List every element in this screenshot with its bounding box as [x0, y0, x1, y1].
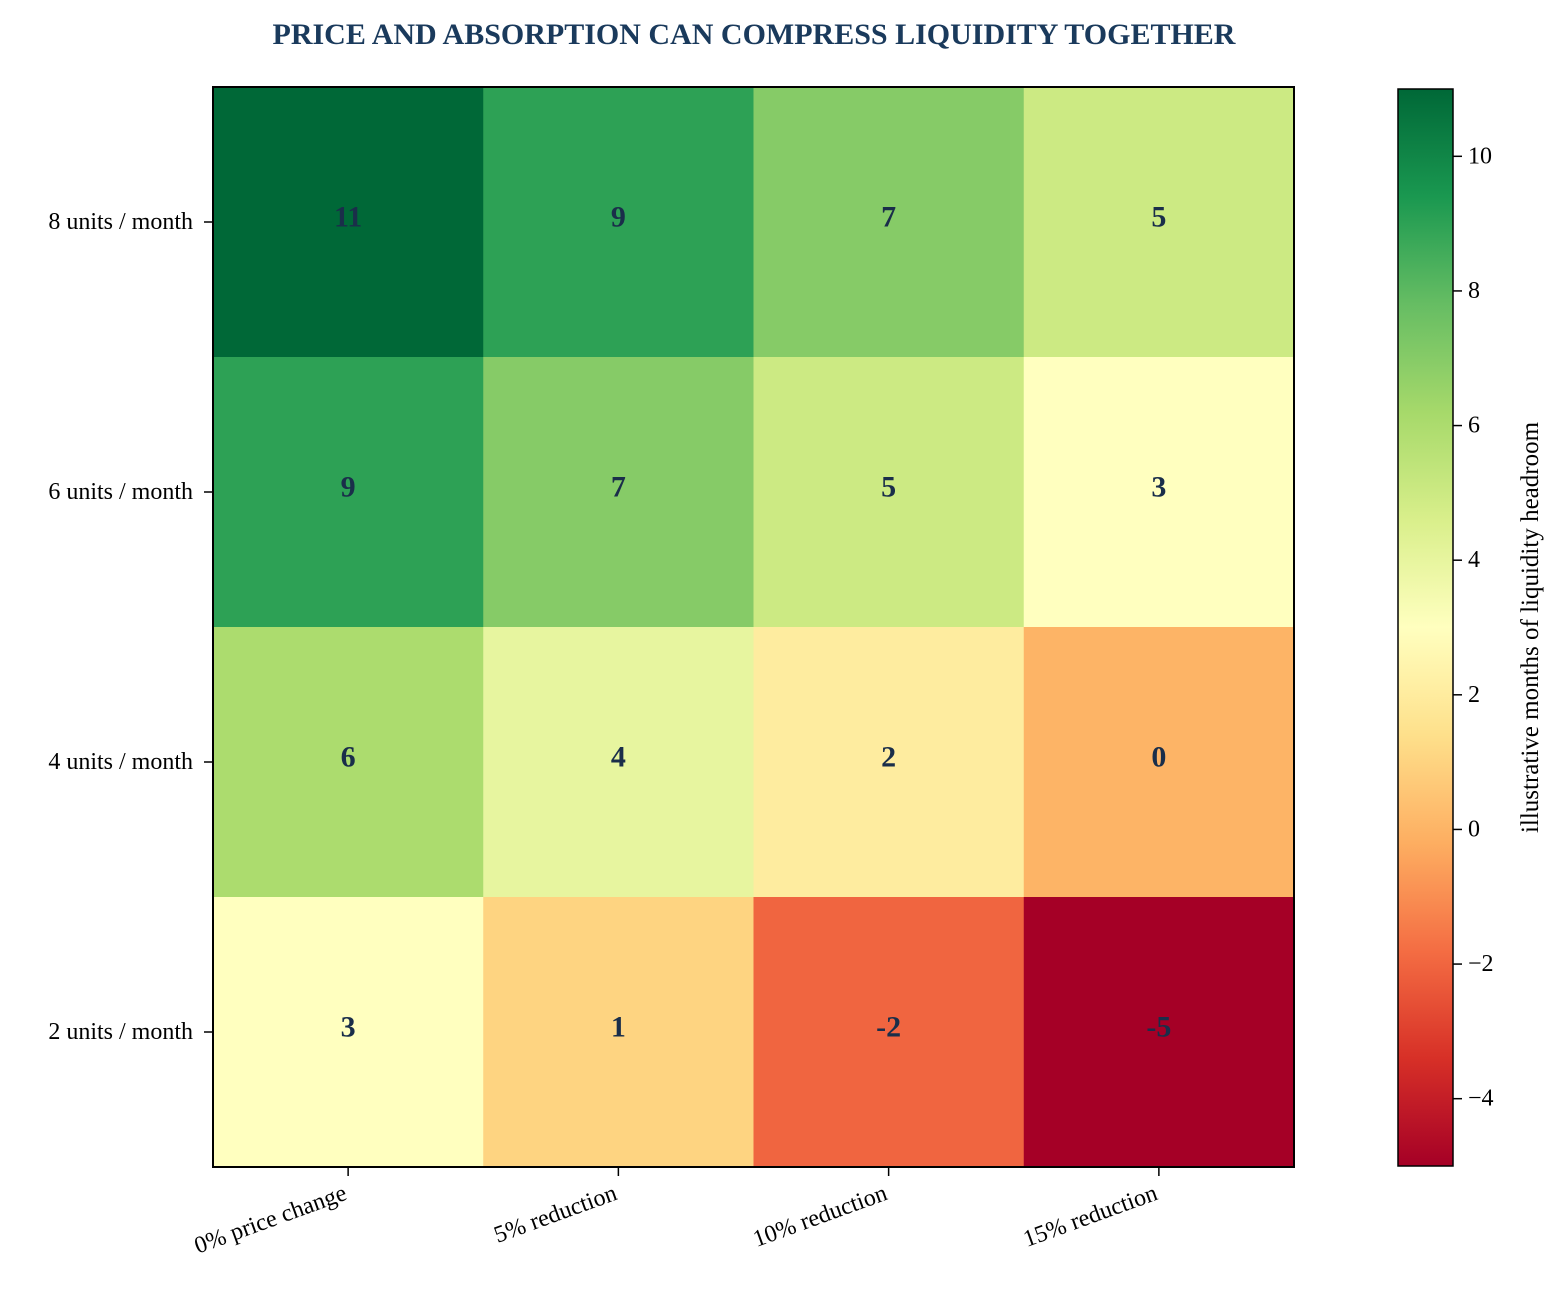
colorbar-tick-label: 6 — [1468, 413, 1480, 439]
heatmap-cell — [753, 357, 1025, 628]
cell-value-label: 3 — [341, 1011, 356, 1044]
colorbar-frame — [1397, 88, 1454, 1167]
cell-value-label: 2 — [881, 741, 896, 774]
heatmap-cell — [213, 357, 484, 628]
colorbar-tick-label: 2 — [1468, 682, 1480, 708]
plot-frame — [212, 86, 1295, 1168]
colorbar-tick-label: −2 — [1468, 951, 1494, 977]
colorbar-tick-label: 10 — [1468, 143, 1492, 169]
x-tick-label: 5% reduction — [491, 1180, 621, 1248]
colorbar-tick-label: 8 — [1468, 278, 1480, 304]
cell-value-label: 4 — [611, 741, 626, 774]
colorbar: −4 −2 0 2 4 6 8 10 illustrative months of liquid… — [1397, 88, 1544, 1167]
cell-value-label: -2 — [876, 1011, 901, 1044]
colorbar-tick-label: −4 — [1468, 1086, 1494, 1112]
heatmap-cell — [213, 627, 484, 898]
colorbar-gradient — [1398, 89, 1453, 1166]
x-tick-label: 15% reduction — [1020, 1180, 1161, 1253]
heatmap-cell — [483, 87, 754, 358]
cell-value-label: 0 — [1151, 741, 1166, 774]
colorbar-tick-label: 4 — [1468, 547, 1480, 573]
cell-value-label: 9 — [611, 201, 626, 234]
cell-value-label: 7 — [611, 471, 626, 504]
heatmap-cell — [1023, 357, 1295, 628]
cell-value-label: 7 — [881, 201, 896, 234]
cell-value-label: 5 — [881, 471, 896, 504]
cell-value-label: -5 — [1146, 1011, 1171, 1044]
chart-title: PRICE AND ABSORPTION CAN COMPRESS LIQUID… — [273, 18, 1236, 51]
x-tick-label: 0% price change — [191, 1180, 350, 1259]
heatmap-cell — [483, 357, 754, 628]
heatmap-cell — [483, 627, 754, 898]
cell-value-label: 6 — [341, 741, 356, 774]
heatmap-cells — [213, 87, 1295, 1168]
heatmap-cell — [1023, 87, 1295, 358]
x-axis: 0% price change 5% reduction 10% reduction… — [191, 1167, 1161, 1259]
heatmap-cell — [753, 87, 1025, 358]
y-tick-label: 4 units / month — [48, 749, 193, 775]
colorbar-tick-label: 0 — [1468, 816, 1480, 842]
heatmap-cell — [753, 627, 1025, 898]
heatmap-cell — [483, 897, 754, 1168]
colorbar-label: illustrative months of liquidity headroo… — [1517, 421, 1544, 833]
cell-value-label: 9 — [341, 471, 356, 504]
y-tick-label: 2 units / month — [48, 1019, 193, 1045]
cell-value-label: 11 — [334, 201, 362, 234]
heatmap-cell — [213, 897, 484, 1168]
heatmap-cell — [753, 897, 1025, 1168]
heatmap-cell — [1023, 897, 1295, 1168]
heatmap-cell-labels: 11 9 7 5 9 7 5 3 6 4 2 0 3 1 -2 -5 — [334, 201, 1171, 1044]
y-tick-label: 6 units / month — [48, 479, 193, 505]
y-axis: 8 units / month 6 units / month 4 units / … — [48, 209, 213, 1045]
cell-value-label: 1 — [611, 1011, 626, 1044]
y-tick-label: 8 units / month — [48, 209, 193, 235]
x-tick-label: 10% reduction — [750, 1180, 891, 1253]
heatmap-cell — [213, 87, 484, 358]
cell-value-label: 5 — [1151, 201, 1166, 234]
heatmap-cell — [1023, 627, 1295, 898]
cell-value-label: 3 — [1151, 471, 1166, 504]
